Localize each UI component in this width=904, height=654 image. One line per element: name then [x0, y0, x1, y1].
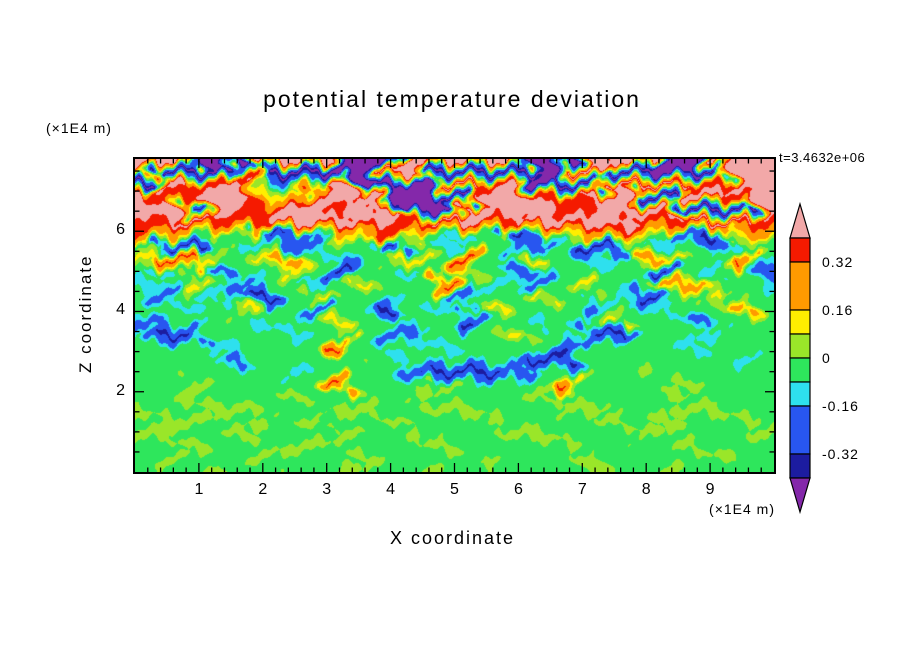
x-tick-label: 4	[386, 481, 396, 498]
x-axis-unit-label: (×1E4 m)	[709, 501, 775, 517]
colorbar-segment	[789, 381, 811, 407]
colorbar-segment	[789, 237, 811, 263]
x-tick-label: 2	[258, 481, 268, 498]
colorbar-label: -0.32	[822, 446, 859, 462]
colorbar-segment	[789, 405, 811, 455]
z-tick-label: 4	[116, 301, 125, 319]
colorbar-segment	[789, 453, 811, 479]
colorbar-segment	[789, 333, 811, 359]
plot-title: potential temperature deviation	[263, 86, 641, 112]
time-stamp-label: t=3.4632e+06	[779, 150, 866, 165]
colorbar-label: -0.16	[822, 398, 859, 414]
colorbar: 0.32 0.16 0 -0.16 -0.32	[789, 202, 859, 515]
axis-ticks	[135, 159, 774, 472]
colorbar-bottom-arrow	[789, 477, 811, 515]
colorbar-label: 0.32	[822, 254, 853, 270]
colorbar-label: 0	[822, 350, 831, 366]
colorbar-segment	[789, 261, 811, 311]
colorbar-segment	[789, 309, 811, 335]
x-axis-title: X coordinate	[389, 528, 516, 548]
x-tick-label: 7	[577, 481, 587, 498]
contour-field-canvas	[135, 159, 774, 472]
z-tick-label: 6	[116, 221, 125, 239]
colorbar-label: 0.16	[822, 302, 853, 318]
plot-area	[133, 157, 776, 474]
x-tick-label: 8	[641, 481, 651, 498]
colorbar-segment	[789, 357, 811, 383]
x-tick-label: 9	[705, 481, 715, 498]
x-tick-label: 3	[322, 481, 332, 498]
colorbar-top-arrow	[789, 202, 811, 239]
x-tick-label: 6	[513, 481, 523, 498]
z-axis-unit-label: (×1E4 m)	[46, 120, 112, 136]
x-tick-label: 1	[194, 481, 204, 498]
x-tick-label: 5	[450, 481, 459, 498]
z-tick-label: 2	[116, 381, 125, 399]
